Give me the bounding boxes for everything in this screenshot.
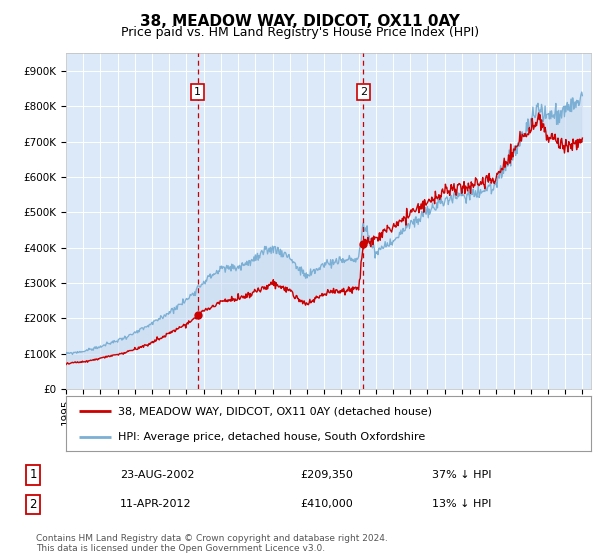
Text: 38, MEADOW WAY, DIDCOT, OX11 0AY (detached house): 38, MEADOW WAY, DIDCOT, OX11 0AY (detach… [119, 407, 433, 416]
Text: 2: 2 [360, 87, 367, 97]
Text: 1: 1 [194, 87, 201, 97]
Text: 2: 2 [29, 498, 37, 511]
Text: £410,000: £410,000 [300, 500, 353, 510]
Text: 1: 1 [29, 468, 37, 481]
Text: 38, MEADOW WAY, DIDCOT, OX11 0AY: 38, MEADOW WAY, DIDCOT, OX11 0AY [140, 14, 460, 29]
Text: Price paid vs. HM Land Registry's House Price Index (HPI): Price paid vs. HM Land Registry's House … [121, 26, 479, 39]
Text: £209,350: £209,350 [300, 470, 353, 480]
Text: HPI: Average price, detached house, South Oxfordshire: HPI: Average price, detached house, Sout… [119, 432, 426, 441]
Text: 11-APR-2012: 11-APR-2012 [120, 500, 191, 510]
Text: Contains HM Land Registry data © Crown copyright and database right 2024.
This d: Contains HM Land Registry data © Crown c… [36, 534, 388, 553]
Text: 37% ↓ HPI: 37% ↓ HPI [432, 470, 491, 480]
Text: 13% ↓ HPI: 13% ↓ HPI [432, 500, 491, 510]
Text: 23-AUG-2002: 23-AUG-2002 [120, 470, 194, 480]
